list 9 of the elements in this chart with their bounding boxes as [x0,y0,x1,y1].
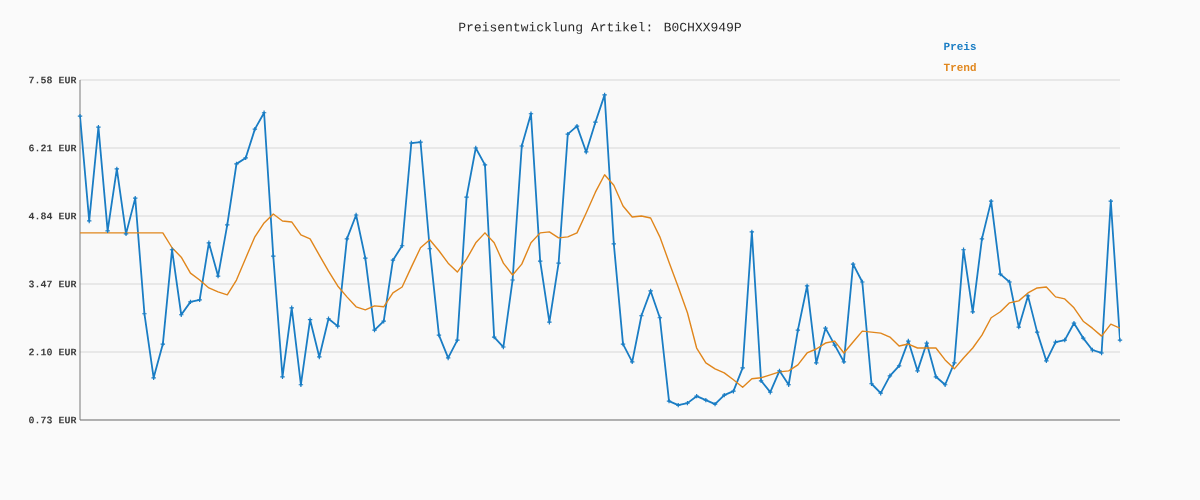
y-tick-label: 2.10 EUR [29,348,77,356]
y-tick-label: 4.84 EUR [28,212,77,220]
chart-title: Preisentwicklung Artikel: B0CHXX949P [459,21,741,35]
text: Preis [944,41,976,51]
y-tick-label: 3.47 EUR [28,280,77,288]
y-tick-label: 0.73 EUR [29,416,77,424]
text: Trend [943,62,976,72]
y-tick-label: 7.58 EUR [29,76,77,84]
y-tick-label: 6.21 EUR [29,144,77,152]
